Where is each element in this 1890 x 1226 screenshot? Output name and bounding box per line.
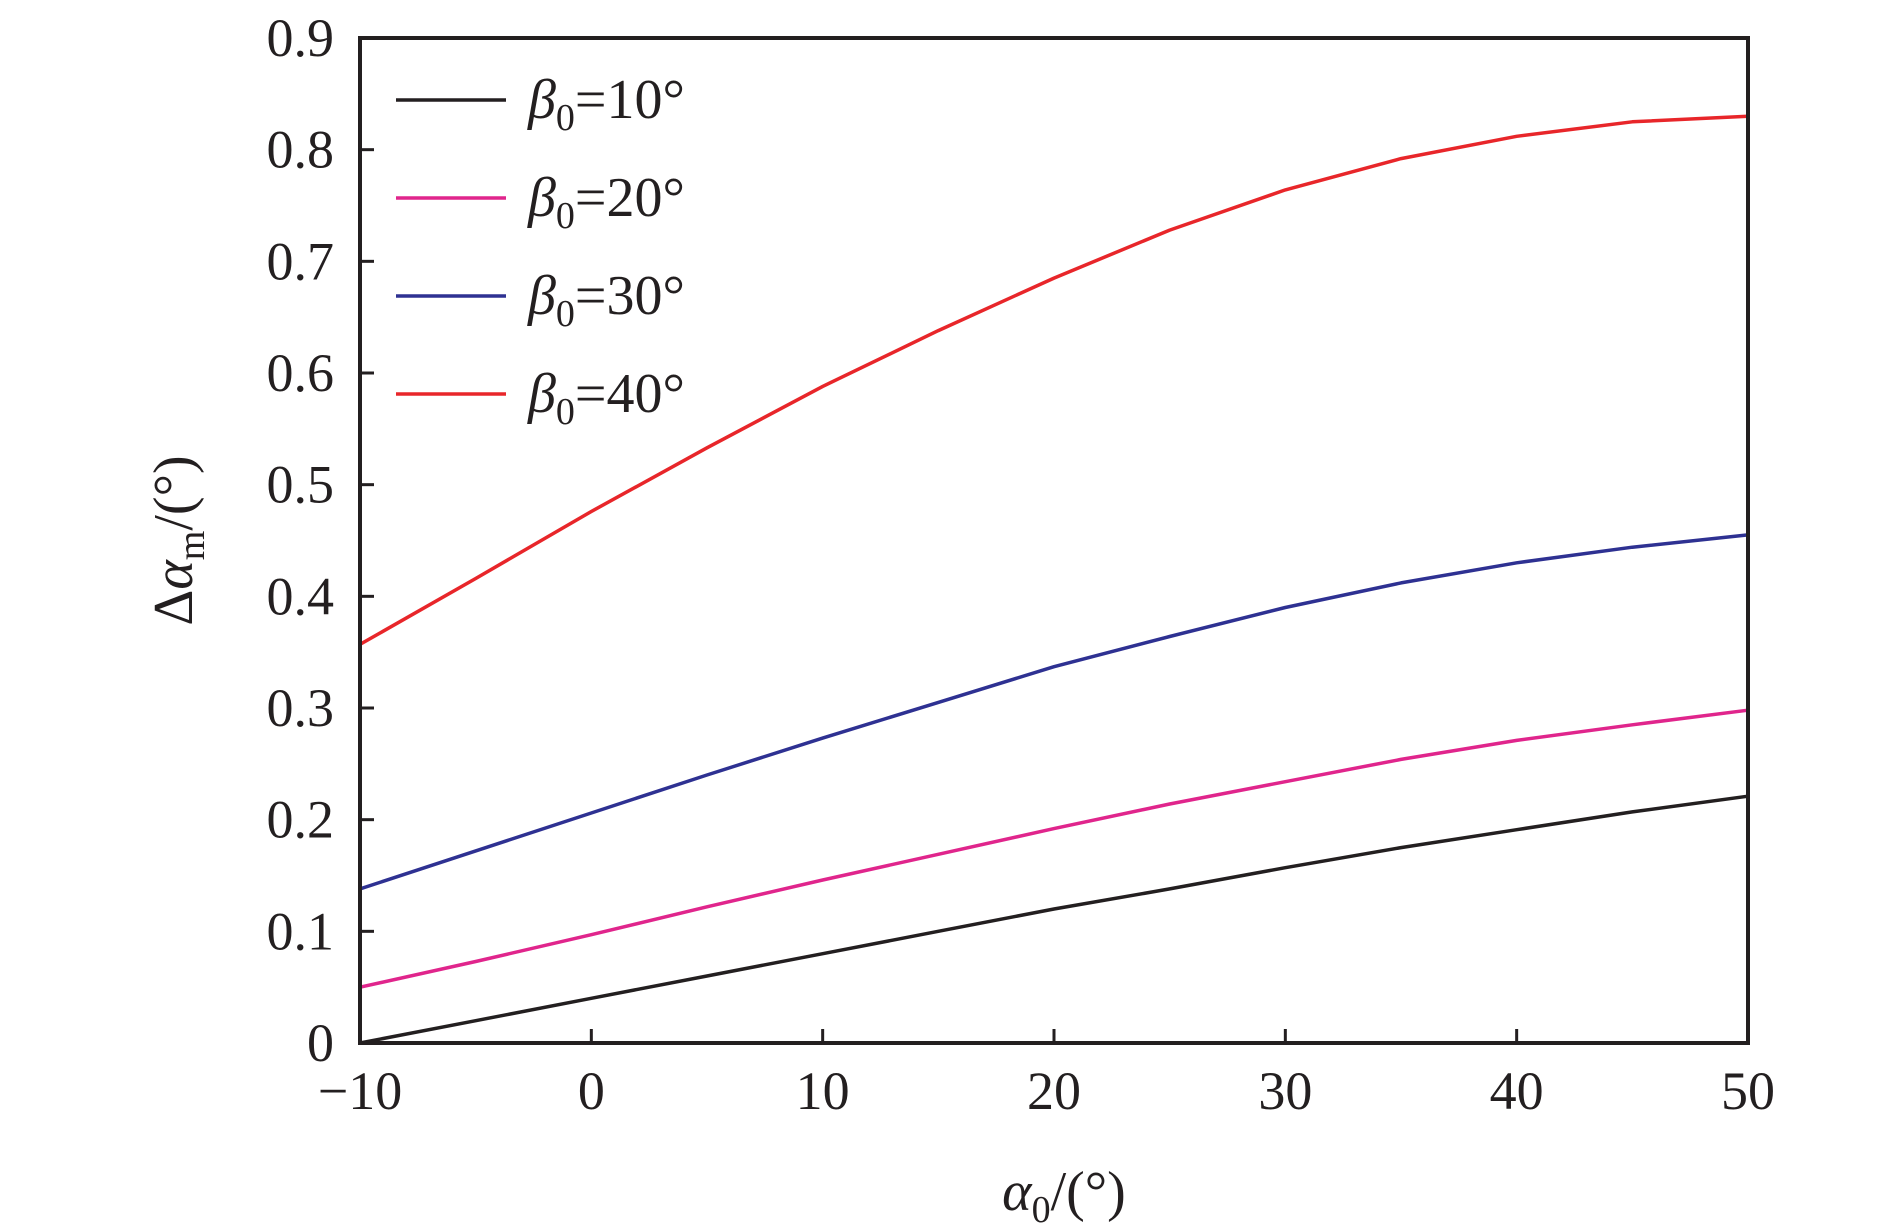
legend-label: β0=40° [527,363,685,433]
y-tick-label: 0.8 [267,120,335,180]
legend: β0=10° β0=20° β0=30° β0=40° [396,69,685,433]
legend-label: β0=10° [527,69,685,139]
y-tick-label: 0 [307,1013,334,1073]
x-tick-label: 40 [1490,1061,1544,1121]
x-tick-label: 10 [796,1061,850,1121]
legend-label: β0=30° [527,265,685,335]
y-axis-label-subscript: m [171,531,213,561]
x-tick-label: 0 [578,1061,605,1121]
x-axis-label-unit: /(°) [1051,1161,1126,1223]
y-tick-label: 0.3 [267,678,335,738]
series-line-2 [359,708,1749,989]
series-line-3 [359,533,1749,891]
y-axis-label-delta: Δ [143,590,205,626]
x-axis-label-subscript: 0 [1032,1189,1051,1226]
legend-label: β0=20° [527,167,685,237]
x-tick-label: 30 [1258,1061,1312,1121]
plot-frame [358,36,1750,1045]
y-axis-label-unit: /(°) [143,455,205,530]
y-tick-label: 0.7 [267,231,335,291]
y-axis-label-symbol: α [143,559,205,590]
series-line-1 [359,794,1749,1045]
y-tick-label: 0.2 [267,790,335,850]
x-axis-label: α0/(°) [1002,1161,1126,1226]
y-tick-label: 0.9 [267,8,335,68]
x-axis-label-symbol: α [1002,1161,1033,1223]
x-tick-label: 50 [1721,1061,1775,1121]
y-tick-label: 0.6 [267,343,335,403]
series-line-4 [359,114,1749,646]
y-tick-label: 0.4 [267,566,335,626]
y-tick-label: 0.5 [267,455,335,515]
ticks-layer: −10 0 10 20 30 40 5000.10.20.30.40.50.60.70.80… [267,8,1776,1121]
y-axis-label: Δαm/(°) [143,455,213,625]
x-tick-label: 20 [1027,1061,1081,1121]
x-tick-label: −10 [318,1061,402,1121]
series-layer [359,114,1749,1045]
y-tick-label: 0.1 [267,901,335,961]
